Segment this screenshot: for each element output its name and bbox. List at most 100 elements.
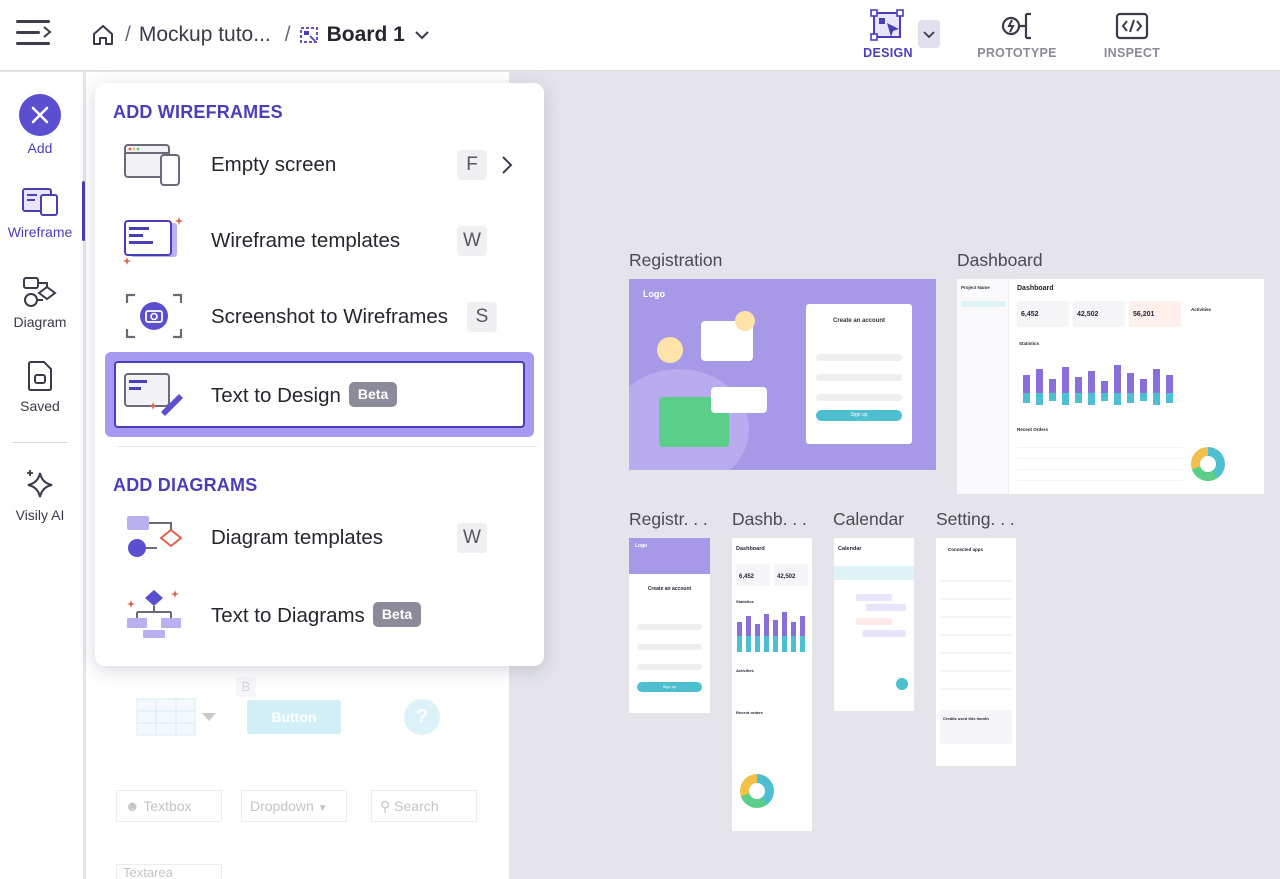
menu-icon[interactable] xyxy=(16,18,52,50)
board-icon xyxy=(299,27,318,43)
section-header-wireframes: ADD WIREFRAMES xyxy=(113,102,283,122)
chevron-down-icon[interactable] xyxy=(415,30,429,40)
diagram-templates-icon xyxy=(127,516,183,557)
screen-label-settings[interactable]: Setting. . . xyxy=(936,509,1015,529)
tab-inspect[interactable]: INSPECT xyxy=(1092,8,1172,60)
breadcrumb-project[interactable]: Mockup tuto... xyxy=(138,23,271,46)
rail-item-visily-ai[interactable]: Visily AI xyxy=(0,465,80,523)
signup-form: Create an account Sign up xyxy=(806,304,912,444)
activities-label: Activities xyxy=(736,668,754,673)
help-component[interactable]: ? xyxy=(404,699,440,735)
breadcrumb-separator: / xyxy=(125,23,131,46)
search-component[interactable]: ⚲ Search xyxy=(371,790,477,822)
rail-label-diagram: Diagram xyxy=(13,314,67,330)
menu-item-empty-screen[interactable]: Empty screen F xyxy=(105,127,533,203)
search-label: Search xyxy=(394,798,439,814)
project-name: Project Name xyxy=(961,285,990,290)
empty-screen-icon xyxy=(124,144,180,186)
statistics-label: Statistics xyxy=(1019,341,1040,346)
donut-chart xyxy=(1191,447,1225,481)
screen-dashboard[interactable]: Project Name Dashboard 6,452 42,502 56,2… xyxy=(957,279,1264,494)
menu-item-text: Text to Design xyxy=(211,384,341,407)
tab-inspect-label: INSPECT xyxy=(1103,46,1161,60)
input-field xyxy=(816,374,902,381)
dash-sidebar: Project Name xyxy=(957,279,1009,494)
rail-item-wireframe[interactable]: Wireframe xyxy=(0,182,80,240)
screen-dashboard-mobile[interactable]: Dashboard 6,452 42,502 Statistics Activi… xyxy=(732,538,812,831)
menu-item-label: Wireframe templates xyxy=(211,229,401,252)
apps-list xyxy=(940,564,1012,704)
textarea-component[interactable]: Textarea xyxy=(116,864,222,879)
home-icon[interactable] xyxy=(91,23,115,47)
menu-item-diagram-templates[interactable]: Diagram templates W xyxy=(105,500,533,576)
wireframe-icon xyxy=(22,188,58,216)
tab-design[interactable]: DESIGN xyxy=(848,8,928,60)
menu-item-text: Text to Diagrams xyxy=(211,604,365,627)
screen-settings-mobile[interactable]: Connected apps Credits used this month xyxy=(936,538,1016,766)
menu-item-label: Empty screen xyxy=(211,153,337,176)
screen-label-registration[interactable]: Registration xyxy=(629,250,723,270)
search-icon: ⚲ xyxy=(380,798,391,814)
signup-button: Sign up xyxy=(816,410,902,421)
menu-item-screenshot-to-wireframes[interactable]: Screenshot to Wireframes S xyxy=(105,279,533,355)
mobile-header: Logo xyxy=(629,538,710,574)
statistics-label: Statistics xyxy=(736,599,754,604)
text-to-design-icon xyxy=(124,373,183,416)
rail-item-add[interactable]: Add xyxy=(0,92,80,156)
screen-calendar-mobile[interactable]: Calendar xyxy=(834,538,914,711)
textbox-component[interactable]: ☻ Textbox xyxy=(116,790,222,822)
screen-label-dashboard-mobile[interactable]: Dashb. . . xyxy=(732,509,807,529)
menu-item-text-to-design[interactable]: Text to Design Beta xyxy=(105,356,533,432)
rail-label-wireframe: Wireframe xyxy=(7,224,73,240)
screen-label-registration-mobile[interactable]: Registr. . . xyxy=(629,509,708,529)
screenshot-icon xyxy=(125,293,183,339)
board-name[interactable]: Board 1 xyxy=(326,23,405,46)
sparkle-icon xyxy=(27,470,53,498)
tab-prototype[interactable]: PROTOTYPE xyxy=(977,8,1057,60)
inspect-icon xyxy=(1115,12,1149,40)
rail-label-visily-ai: Visily AI xyxy=(15,507,65,523)
chevron-down-icon xyxy=(923,31,935,39)
beta-badge: Beta xyxy=(348,382,398,407)
screen-registration[interactable]: Logo Create an account Sign up xyxy=(629,279,936,470)
bar-chart xyxy=(1023,365,1173,405)
top-bar: / Mockup tuto... / Board 1 DESIGN PROTOT… xyxy=(0,0,1280,71)
shortcut-key: F xyxy=(457,150,487,180)
form-title: Create an account xyxy=(832,318,886,324)
user-icon: ☻ xyxy=(125,798,140,814)
menu-item-text-to-diagrams[interactable]: Text to Diagrams Beta xyxy=(105,576,533,652)
kpi-card: 56,201 xyxy=(1129,301,1181,327)
canvas[interactable]: Registration Dashboard Registr. . . Dash… xyxy=(510,72,1280,879)
chevron-right-icon[interactable] xyxy=(500,155,514,175)
close-icon[interactable] xyxy=(19,94,61,136)
dropdown-component[interactable]: Dropdown ▼ xyxy=(241,790,347,822)
table-component[interactable] xyxy=(136,698,196,736)
bar-chart xyxy=(737,612,805,652)
form-title: Create an account xyxy=(647,586,692,592)
menu-item-wireframe-templates[interactable]: Wireframe templates W xyxy=(105,203,533,279)
recent-orders-label: Recent Orders xyxy=(1017,427,1049,432)
screen-label-dashboard[interactable]: Dashboard xyxy=(957,250,1043,270)
signup-button: Sign up xyxy=(637,682,702,692)
chevron-down-icon: ▼ xyxy=(317,803,328,814)
chevron-down-icon xyxy=(202,713,216,721)
logo: Logo xyxy=(635,543,648,549)
screen-label-calendar[interactable]: Calendar xyxy=(833,509,905,529)
input-field xyxy=(637,644,702,650)
week-strip xyxy=(834,566,914,580)
mobile-dash-title: Dashboard xyxy=(736,546,765,552)
shortcut-key: S xyxy=(467,302,497,332)
logo: Logo xyxy=(643,289,665,299)
avatar xyxy=(735,311,755,331)
prototype-icon xyxy=(1001,12,1031,40)
dashboard-title: Dashboard xyxy=(1017,285,1054,292)
menu-divider xyxy=(117,446,537,447)
rail-item-saved[interactable]: Saved xyxy=(0,356,80,414)
rail-item-diagram[interactable]: Diagram xyxy=(0,272,80,330)
recent-orders-label: Recent orders xyxy=(736,710,763,715)
input-field xyxy=(637,624,702,630)
screen-registration-mobile[interactable]: Logo Create an account Sign up xyxy=(629,538,710,713)
nav-active xyxy=(961,301,1005,307)
design-dropdown-button[interactable] xyxy=(918,20,940,48)
button-component[interactable]: Button xyxy=(247,700,341,734)
